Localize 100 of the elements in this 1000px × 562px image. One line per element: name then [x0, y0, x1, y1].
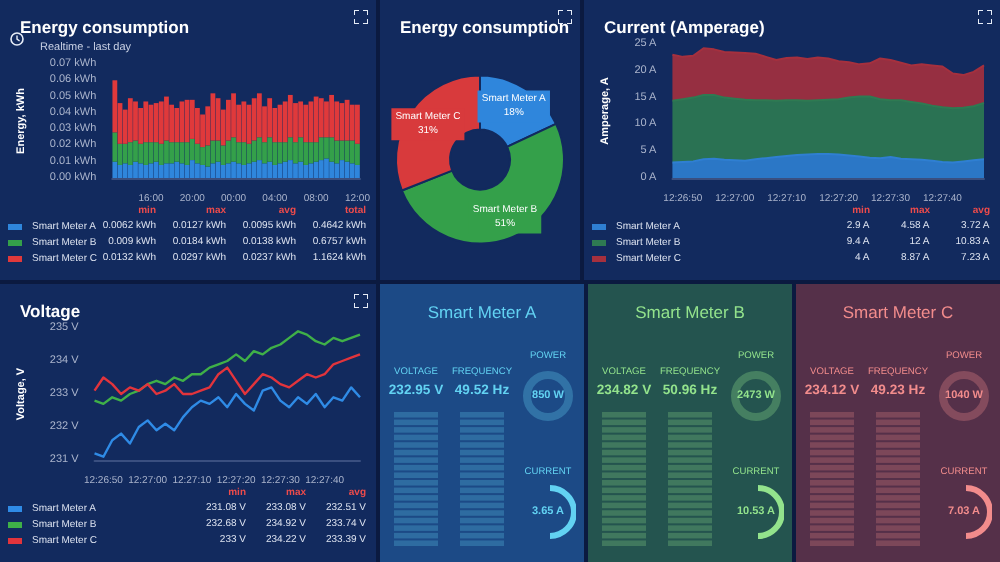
bar [205, 145, 211, 167]
bar [329, 94, 335, 138]
bar [251, 161, 257, 178]
bar [127, 98, 133, 143]
bar [112, 161, 118, 178]
bar [355, 164, 360, 178]
bar [282, 142, 288, 162]
bar [349, 140, 355, 164]
text: Smart Meter A [425, 302, 539, 322]
bar [158, 164, 164, 178]
bar [127, 142, 133, 165]
bar [349, 163, 355, 178]
chart-title: Energy consumption [400, 17, 570, 37]
bar [220, 145, 226, 165]
line-series [93, 353, 362, 396]
bar [122, 163, 128, 178]
bar [153, 161, 159, 178]
bar [231, 137, 236, 162]
bar [287, 94, 293, 138]
bar [313, 142, 319, 162]
bar [195, 163, 200, 178]
bar [241, 164, 247, 178]
bar [318, 137, 324, 161]
bar [189, 160, 195, 178]
bar [251, 140, 257, 162]
bar [282, 161, 288, 178]
bar [153, 103, 159, 143]
bar [272, 142, 278, 165]
bar [329, 137, 335, 162]
line-series [93, 386, 362, 458]
bar [195, 143, 200, 164]
bar [236, 142, 242, 164]
bar [189, 99, 195, 139]
bar [158, 143, 164, 165]
bar [282, 101, 288, 143]
text: Smart Meter B [633, 302, 747, 322]
bar [293, 163, 298, 178]
bar [355, 104, 360, 144]
bar [184, 142, 190, 165]
bar [256, 137, 262, 161]
bar [318, 160, 324, 178]
bar [184, 99, 190, 143]
bar [174, 107, 180, 143]
bar [329, 161, 335, 178]
bar [267, 98, 273, 138]
bar [313, 161, 319, 178]
bar [267, 137, 273, 162]
bar [303, 164, 309, 178]
bar [200, 114, 205, 148]
bar [318, 98, 324, 138]
bar [225, 163, 231, 178]
bar [256, 160, 262, 178]
bar [220, 164, 226, 178]
bar [334, 101, 340, 141]
bar [256, 93, 262, 138]
bar [303, 104, 309, 143]
bar [205, 166, 211, 178]
bar [174, 142, 180, 162]
bar [349, 104, 355, 141]
bar [164, 140, 169, 164]
bar [236, 163, 242, 178]
bar [324, 101, 329, 138]
bar [225, 140, 231, 164]
bar [189, 138, 195, 161]
bar [174, 161, 180, 178]
bar [164, 163, 169, 178]
bar [334, 163, 340, 178]
bar [133, 161, 138, 178]
bar [251, 98, 257, 141]
bar [127, 164, 133, 178]
text: Smart Meter C [840, 302, 956, 322]
bar [133, 101, 138, 141]
bar [231, 161, 236, 178]
bar [272, 164, 278, 178]
bar [231, 93, 236, 138]
bar [293, 142, 298, 164]
bar [112, 132, 118, 162]
bar [143, 101, 149, 143]
chart-title: Current (Amperage) [604, 17, 765, 37]
bar [195, 107, 200, 144]
bar [287, 137, 293, 161]
bar [241, 142, 247, 165]
bar [184, 164, 190, 178]
bar [355, 143, 360, 165]
bar [241, 101, 247, 143]
bar [225, 99, 231, 141]
chart-title: Energy consumption [20, 17, 190, 37]
bar [200, 147, 205, 165]
bar [313, 96, 319, 143]
bar [169, 142, 175, 164]
bar [200, 164, 205, 178]
bar [153, 142, 159, 162]
bar [143, 164, 149, 178]
bar [287, 160, 293, 178]
bar [298, 161, 304, 178]
bar [324, 137, 329, 159]
bar [138, 163, 144, 178]
bar [169, 104, 175, 143]
bar [267, 161, 273, 178]
bar [298, 101, 304, 138]
